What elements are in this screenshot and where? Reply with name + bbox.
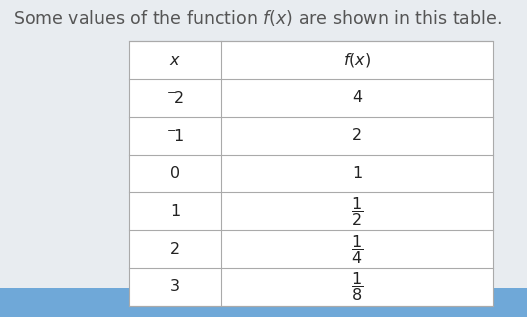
Text: 0: 0: [170, 166, 180, 181]
Text: 2: 2: [170, 242, 180, 257]
Text: 2: 2: [352, 128, 362, 143]
Text: $\dfrac{1}{4}$: $\dfrac{1}{4}$: [351, 233, 363, 266]
Text: $^{-}\!2$: $^{-}\!2$: [167, 90, 184, 106]
Text: 4: 4: [352, 90, 362, 106]
Text: $f(x)$: $f(x)$: [343, 51, 371, 69]
Text: $\dfrac{1}{8}$: $\dfrac{1}{8}$: [351, 270, 363, 303]
Bar: [0, 288, 527, 317]
Bar: [129, 41, 493, 306]
Text: 3: 3: [170, 280, 180, 294]
Text: 1: 1: [170, 204, 180, 219]
Text: 1: 1: [352, 166, 362, 181]
Text: $x$: $x$: [169, 53, 181, 68]
Text: $\dfrac{1}{2}$: $\dfrac{1}{2}$: [351, 195, 363, 228]
Text: $^{-}\!1$: $^{-}\!1$: [166, 128, 184, 144]
Text: Some values of the function $f(x)$ are shown in this table.: Some values of the function $f(x)$ are s…: [13, 8, 502, 28]
